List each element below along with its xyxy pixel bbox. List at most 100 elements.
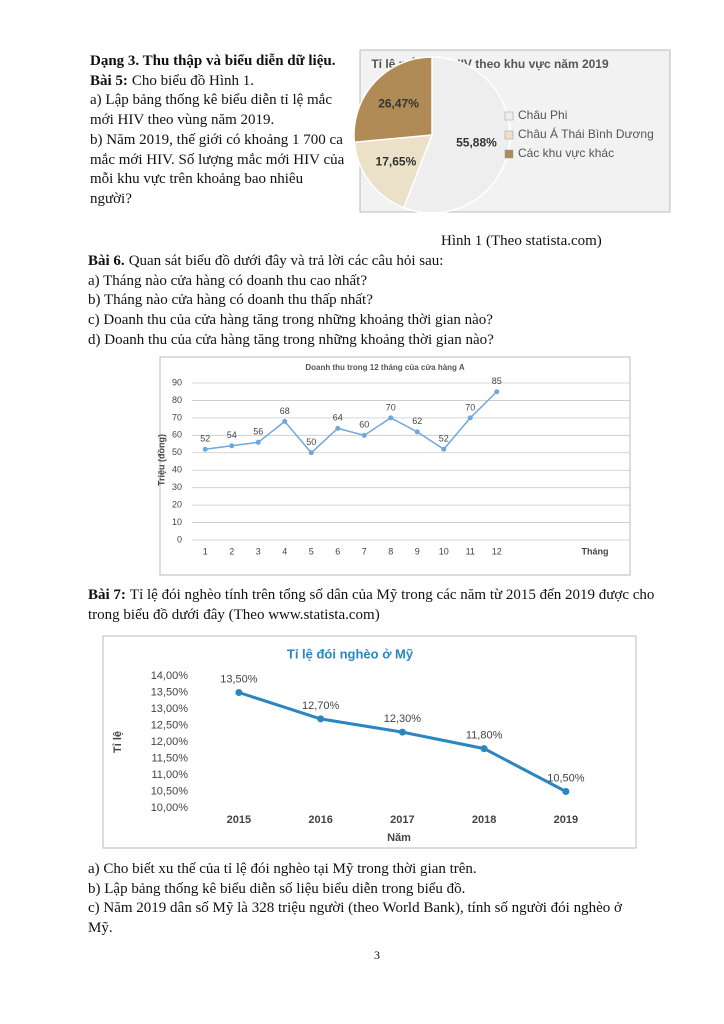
data-label: 64: [333, 413, 343, 423]
page-number: 3: [374, 948, 380, 962]
exercise-5: Dạng 3. Thu thập và biểu diễn dữ liệu. B…: [90, 52, 345, 210]
exercise-text: Quan sát biểu đồ dưới đây và trả lời các…: [128, 253, 444, 269]
x-tick-label: 2019: [554, 814, 578, 826]
marker: [229, 443, 235, 449]
y-tick-label: 12,50%: [151, 719, 189, 731]
marker: [235, 689, 243, 696]
marker: [308, 450, 314, 456]
x-tick-label: 4: [282, 546, 287, 556]
legend-swatch: [504, 149, 514, 159]
x-tick-label: 2016: [308, 814, 332, 826]
marker: [317, 715, 325, 723]
y-tick-label: 90: [172, 377, 182, 387]
data-label: 12,30%: [384, 713, 422, 725]
data-label: 85: [492, 376, 502, 386]
question: c) Doanh thu của cửa hàng tăng trong nhữ…: [88, 312, 493, 329]
question: b) Tháng nào cửa hàng có doanh thu thấp …: [88, 292, 373, 309]
y-tick-label: 14,00%: [151, 670, 189, 682]
x-tick-label: 2015: [227, 814, 251, 826]
marker: [494, 389, 500, 395]
data-label: 55,88%: [456, 135, 497, 149]
marker: [480, 745, 488, 753]
x-tick-label: 10: [439, 546, 449, 556]
legend-swatch: [504, 130, 514, 140]
y-tick-label: 60: [172, 430, 182, 440]
x-tick-label: 2017: [390, 814, 414, 826]
y-tick-label: 13,00%: [151, 703, 189, 715]
exercise-7: Bài 7: Tỉ lệ đói nghèo tính trên tổng số …: [88, 586, 673, 625]
data-label: 56: [253, 427, 263, 437]
exercise-text: Cho biểu đồ Hình 1.: [131, 72, 255, 89]
x-tick-label: 6: [335, 546, 340, 556]
question: b) Lập bảng thống kê biểu diễn số liệu b…: [88, 880, 466, 897]
caption: Hình 1 (Theo statista.com): [441, 233, 602, 249]
x-axis-label: Tháng: [582, 546, 609, 556]
marker: [388, 415, 394, 421]
y-tick-label: 0: [177, 534, 182, 544]
y-tick-label: 50: [172, 447, 182, 457]
marker: [562, 788, 570, 795]
y-axis-label: Triệu (đồng): [156, 434, 166, 486]
x-tick-label: 3: [256, 546, 261, 556]
data-label: 70: [465, 402, 475, 412]
data-label: 54: [227, 430, 237, 440]
x-tick-label: 2018: [472, 814, 496, 826]
pie-slice: [353, 134, 434, 209]
x-tick-label: 11: [466, 546, 475, 556]
data-label: 70: [386, 402, 396, 412]
marker: [361, 432, 367, 438]
y-tick-label: 10,50%: [151, 785, 189, 797]
data-label: 26,47%: [378, 97, 419, 111]
data-label: 62: [412, 416, 422, 426]
exercise-6: Bài 6. Quan sát biểu đồ dưới đây và trả l…: [88, 252, 688, 351]
legend-swatch: [504, 111, 514, 121]
data-label: 12,70%: [302, 700, 340, 712]
exercise-label: Bài 6.: [88, 253, 125, 269]
chart-frame: [102, 635, 637, 849]
question: a) Lập bảng thống kê biểu diễn tỉ lệ mắc…: [90, 92, 332, 129]
question: d) Doanh thu của cửa hàng tăng trong nhữ…: [88, 331, 494, 348]
question: b) Năm 2019, thế giới có khoảng 1 700 ca…: [90, 131, 345, 207]
question: a) Tháng nào cửa hàng có doanh thu cao n…: [88, 272, 367, 289]
chart-frame: [159, 356, 631, 576]
y-tick-label: 10,00%: [151, 802, 189, 814]
data-label: 52: [200, 434, 210, 444]
exercise-text: Tỉ lệ đói nghèo tính trên tổng số dân củ…: [88, 587, 655, 623]
y-tick-label: 12,00%: [151, 736, 189, 748]
x-tick-label: 9: [415, 546, 420, 556]
data-label: 11,80%: [466, 730, 503, 742]
exercise-intro: Bài 7: Tỉ lệ đói nghèo tính trên tổng số …: [88, 586, 673, 625]
marker: [441, 446, 447, 452]
y-tick-label: 11,00%: [152, 769, 189, 781]
question: a) Cho biết xu thế của tỉ lệ đói nghèo t…: [88, 861, 477, 877]
x-tick-label: 12: [492, 546, 502, 556]
y-tick-label: 10: [172, 517, 182, 527]
y-tick-label: 11,50%: [152, 752, 189, 764]
marker: [282, 418, 288, 424]
marker: [414, 429, 420, 435]
legend-label: Châu Phi: [518, 108, 567, 122]
marker: [335, 425, 341, 431]
section-title: Dạng 3. Thu thập và biểu diễn dữ liệu.: [90, 53, 336, 69]
y-tick-label: 30: [172, 482, 182, 492]
pie-slice: [353, 56, 433, 144]
marker: [398, 728, 406, 736]
x-tick-label: 7: [362, 546, 367, 556]
x-tick-label: 1: [203, 546, 208, 556]
exercise-intro: Bài 5: Cho biểu đồ Hình 1.: [90, 72, 345, 92]
data-label: 52: [439, 434, 449, 444]
chart-title: Doanh thu trong 12 tháng của cửa hàng A: [305, 363, 465, 372]
line: [205, 391, 498, 454]
exercise-label: Bài 7:: [88, 587, 126, 603]
data-label: 17,65%: [376, 154, 417, 168]
y-axis-label: Tỉ lệ: [112, 731, 124, 753]
data-label: 68: [280, 406, 290, 416]
y-tick-label: 70: [172, 412, 182, 422]
data-label: 10,50%: [547, 772, 585, 784]
pie-slice: [402, 56, 511, 214]
x-tick-label: 2: [229, 546, 234, 556]
marker: [467, 415, 473, 421]
x-tick-label: 8: [388, 546, 393, 556]
